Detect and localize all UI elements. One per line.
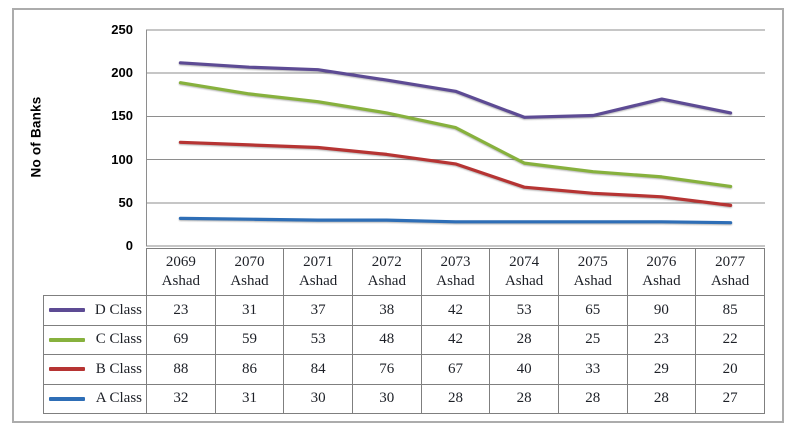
cell-a-class-2075-ashad: 28 xyxy=(557,383,628,414)
series-line-d-class xyxy=(178,61,733,119)
cell-a-class-2073-ashad: 28 xyxy=(420,383,491,414)
table-row-c-class: C Class 69 59 53 48 42 28 25 23 22 xyxy=(43,324,765,355)
category-header-2077-ashad: 2077 Ashad xyxy=(695,248,765,296)
series-line-b-class xyxy=(178,140,733,207)
cell-a-class-2076-ashad: 28 xyxy=(626,383,697,414)
y-tick-label-50: 50 xyxy=(118,194,133,210)
cell-d-class-2075-ashad: 65 xyxy=(557,295,628,326)
category-header-2073-ashad: 2073 Ashad xyxy=(420,248,491,296)
legend-item-d-class: D Class xyxy=(43,295,147,326)
table-header-row: 2069 Ashad 2070 Ashad 2071 Ashad 2072 Ashad 2073… xyxy=(44,248,765,296)
legend-label-c-class: C Class xyxy=(95,331,142,348)
category-header-2074-ashad: 2074 Ashad xyxy=(489,248,559,296)
cell-d-class-2072-ashad: 38 xyxy=(351,295,422,326)
cell-d-class-2073-ashad: 42 xyxy=(420,295,491,326)
y-tick-label-0: 0 xyxy=(125,238,133,253)
legend-item-c-class: C Class xyxy=(43,324,147,355)
cell-d-class-2070-ashad: 31 xyxy=(214,295,285,326)
cell-b-class-2069-ashad: 88 xyxy=(146,354,216,385)
cell-c-class-2072-ashad: 48 xyxy=(351,324,422,355)
cell-c-class-2070-ashad: 59 xyxy=(214,324,285,355)
legend-swatch-c-class xyxy=(49,337,85,342)
category-header-2070-ashad: 2070 Ashad xyxy=(214,248,285,296)
cell-c-class-2077-ashad: 22 xyxy=(695,324,765,355)
cell-a-class-2070-ashad: 31 xyxy=(214,383,285,414)
y-tick-label-100: 100 xyxy=(111,151,133,167)
table-row-b-class: B Class 88 86 84 76 67 40 33 29 20 xyxy=(43,354,765,385)
cell-b-class-2076-ashad: 29 xyxy=(626,354,697,385)
cell-d-class-2069-ashad: 23 xyxy=(146,295,216,326)
cell-c-class-2071-ashad: 53 xyxy=(283,324,353,355)
y-axis-title: No of Banks xyxy=(28,96,44,178)
category-header-2069-ashad: 2069 Ashad xyxy=(146,248,216,296)
y-tick-label-150: 150 xyxy=(111,108,133,124)
table-row-d-class: D Class 23 31 37 38 42 53 65 90 85 xyxy=(43,295,765,326)
cell-c-class-2069-ashad: 69 xyxy=(146,324,216,355)
legend-item-b-class: B Class xyxy=(43,354,147,385)
cell-b-class-2077-ashad: 20 xyxy=(695,354,765,385)
cell-a-class-2077-ashad: 27 xyxy=(695,383,765,414)
cell-b-class-2073-ashad: 67 xyxy=(420,354,491,385)
cell-a-class-2071-ashad: 30 xyxy=(283,383,353,414)
legend-swatch-a-class xyxy=(49,396,85,401)
cell-b-class-2071-ashad: 84 xyxy=(283,354,353,385)
legend-label-a-class: A Class xyxy=(95,390,142,407)
plot-area xyxy=(146,29,765,247)
cell-c-class-2073-ashad: 42 xyxy=(420,324,491,355)
data-table: 2069 Ashad 2070 Ashad 2071 Ashad 2072 Ashad 2073… xyxy=(43,248,765,414)
series-line-a-class xyxy=(178,216,733,225)
cell-b-class-2070-ashad: 86 xyxy=(214,354,285,385)
cell-b-class-2072-ashad: 76 xyxy=(351,354,422,385)
cell-b-class-2075-ashad: 33 xyxy=(557,354,628,385)
legend-swatch-d-class xyxy=(49,308,85,313)
category-header-2076-ashad: 2076 Ashad xyxy=(626,248,697,296)
legend-item-a-class: A Class xyxy=(43,383,147,414)
cell-a-class-2074-ashad: 28 xyxy=(489,383,559,414)
table-row-a-class: A Class 32 31 30 30 28 28 28 28 27 xyxy=(43,383,765,414)
y-tick-label-200: 200 xyxy=(111,65,133,81)
gridlines xyxy=(146,29,765,247)
cell-d-class-2071-ashad: 37 xyxy=(283,295,353,326)
legend-label-b-class: B Class xyxy=(95,360,142,377)
legend-swatch-b-class xyxy=(49,367,85,372)
cell-a-class-2069-ashad: 32 xyxy=(146,383,216,414)
cell-b-class-2074-ashad: 40 xyxy=(489,354,559,385)
cell-c-class-2075-ashad: 25 xyxy=(557,324,628,355)
series-line-c-class xyxy=(178,81,733,188)
table-corner-spacer xyxy=(44,249,147,296)
y-tick-label-250: 250 xyxy=(111,22,133,37)
cell-c-class-2076-ashad: 23 xyxy=(626,324,697,355)
cell-c-class-2074-ashad: 28 xyxy=(489,324,559,355)
category-header-2075-ashad: 2075 Ashad xyxy=(557,248,628,296)
category-header-2071-ashad: 2071 Ashad xyxy=(283,248,353,296)
cell-a-class-2072-ashad: 30 xyxy=(351,383,422,414)
cell-d-class-2074-ashad: 53 xyxy=(489,295,559,326)
cell-d-class-2077-ashad: 85 xyxy=(695,295,765,326)
cell-d-class-2076-ashad: 90 xyxy=(626,295,697,326)
category-header-2072-ashad: 2072 Ashad xyxy=(351,248,422,296)
legend-label-d-class: D Class xyxy=(94,301,142,318)
series-lines xyxy=(178,61,733,225)
